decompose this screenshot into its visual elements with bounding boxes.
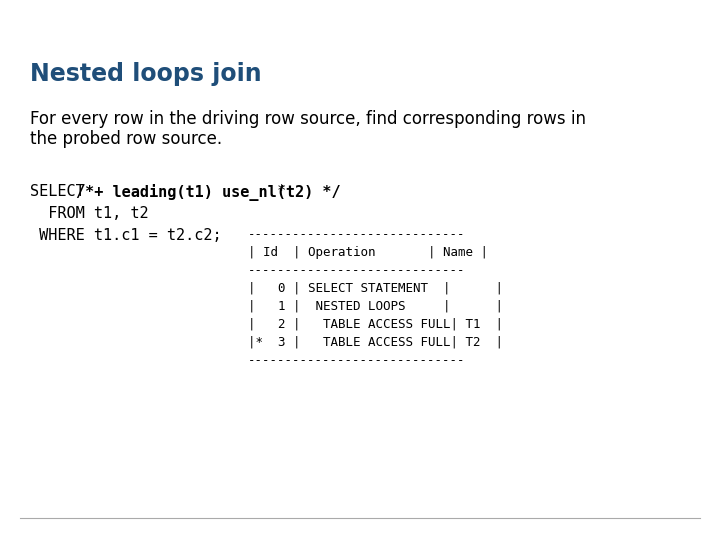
Text: -----------------------------: ----------------------------- xyxy=(248,354,466,367)
Text: |*  3 |   TABLE ACCESS FULL| T2  |: |* 3 | TABLE ACCESS FULL| T2 | xyxy=(248,336,503,349)
Text: -----------------------------: ----------------------------- xyxy=(248,264,466,277)
Text: WHERE t1.c1 = t2.c2;: WHERE t1.c1 = t2.c2; xyxy=(30,228,222,243)
Text: FROM t1, t2: FROM t1, t2 xyxy=(30,206,148,221)
Text: |   2 |   TABLE ACCESS FULL| T1  |: | 2 | TABLE ACCESS FULL| T1 | xyxy=(248,318,503,331)
Text: /*+ leading(t1) use_nl(t2) */: /*+ leading(t1) use_nl(t2) */ xyxy=(76,184,341,201)
Text: |   0 | SELECT STATEMENT  |      |: | 0 | SELECT STATEMENT | | xyxy=(248,282,503,295)
Text: |   1 |  NESTED LOOPS     |      |: | 1 | NESTED LOOPS | | xyxy=(248,300,503,313)
Text: For every row in the driving row source, find corresponding rows in: For every row in the driving row source,… xyxy=(30,110,586,128)
Text: Nested loops join: Nested loops join xyxy=(30,62,261,86)
Text: *: * xyxy=(268,184,286,199)
Text: the probed row source.: the probed row source. xyxy=(30,130,222,148)
Text: | Id  | Operation       | Name |: | Id | Operation | Name | xyxy=(248,246,488,259)
Text: SELECT: SELECT xyxy=(30,184,94,199)
Text: -----------------------------: ----------------------------- xyxy=(248,228,466,241)
